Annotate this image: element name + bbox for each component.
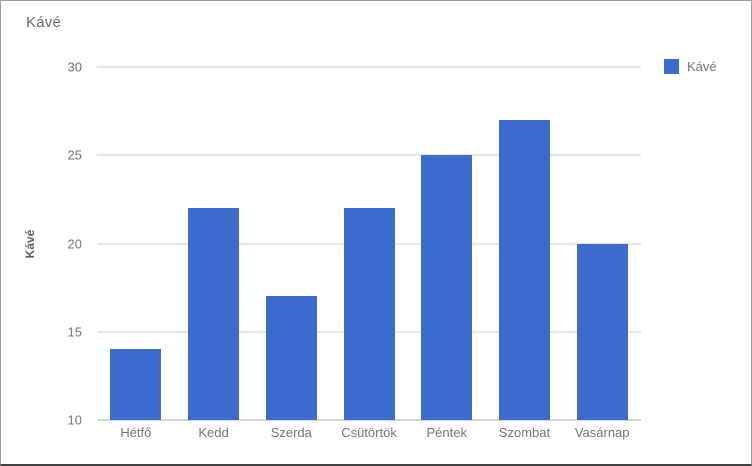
y-axis-ticks: 10 15 20 25 30: [1, 61, 82, 427]
bar-péntek[interactable]: [421, 155, 473, 420]
y-tick-label: 15: [67, 324, 82, 340]
x-tick-label: Szombat: [498, 425, 551, 440]
bar-band: [175, 67, 253, 420]
bar-band: [252, 67, 330, 420]
bar-hétfő[interactable]: [110, 349, 162, 420]
gridline: [97, 154, 641, 157]
legend-label: Kávé: [687, 59, 717, 74]
legend[interactable]: Kávé: [664, 59, 717, 74]
y-tick-label: 20: [67, 236, 82, 251]
x-tick-label: Vasárnap: [574, 425, 630, 440]
chart-title: Kávé: [26, 14, 61, 31]
bar-band: [330, 67, 408, 420]
bar-band: [97, 67, 175, 420]
x-tick-label: Hétfő: [120, 425, 152, 440]
x-axis-baseline: [97, 419, 641, 421]
y-tick-label: 25: [67, 147, 82, 163]
bar-vasárnap[interactable]: [576, 243, 628, 420]
bar-band: [486, 67, 564, 420]
x-tick-label: Péntek: [426, 425, 467, 440]
bar-band: [408, 67, 486, 420]
legend-swatch: [664, 59, 679, 74]
bar-csütörtök[interactable]: [343, 208, 395, 420]
bar-kedd[interactable]: [188, 208, 240, 420]
bar-band: [563, 67, 641, 420]
bar-szerda[interactable]: [265, 296, 317, 420]
gridline: [97, 66, 641, 68]
x-axis-labels: Hétfő Kedd Szerda Csütörtök Péntek Szombat Vas…: [97, 425, 641, 440]
plot-area: [97, 66, 641, 421]
y-tick-label: 30: [67, 59, 82, 75]
x-tick-label: Kedd: [198, 425, 229, 440]
bar-szombat[interactable]: [498, 119, 550, 420]
x-tick-label: Szerda: [270, 425, 312, 440]
y-tick-label: 10: [67, 412, 82, 428]
x-tick-label: Csütörtök: [341, 425, 397, 440]
bars: [97, 67, 641, 420]
